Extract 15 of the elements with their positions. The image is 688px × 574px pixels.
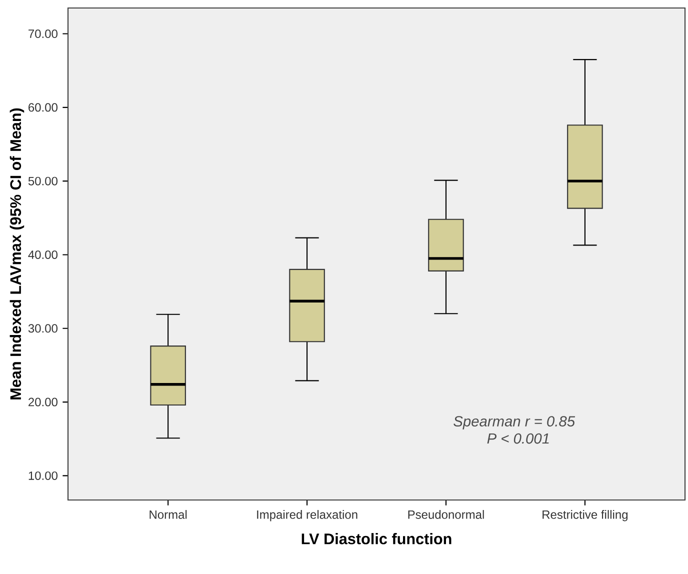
y-axis-title: Mean Indexed LAVmax (95% CI of Mean)	[10, 108, 24, 400]
x-tick-label: Pseudonormal	[408, 510, 484, 519]
x-tick-label: Normal	[150, 510, 187, 519]
y-tick-label: 10.00	[28, 471, 58, 480]
annotation: P < 0.001	[487, 433, 549, 444]
annotation: Spearman r = 0.85	[454, 416, 576, 430]
y-tick-label: 70.00	[28, 30, 58, 38]
x-axis-title: LV Diastolic function	[302, 533, 452, 544]
y-tick-label: 60.00	[28, 103, 58, 112]
y-tick-label: 30.00	[28, 324, 58, 333]
y-tick-label: 20.00	[28, 398, 58, 406]
x-tick-label: Restrictive filling	[542, 510, 628, 522]
x-tick-label: Impaired relaxation	[257, 510, 358, 522]
y-tick-label: 50.00	[28, 176, 58, 186]
y-tick-label: 40.00	[28, 250, 58, 259]
